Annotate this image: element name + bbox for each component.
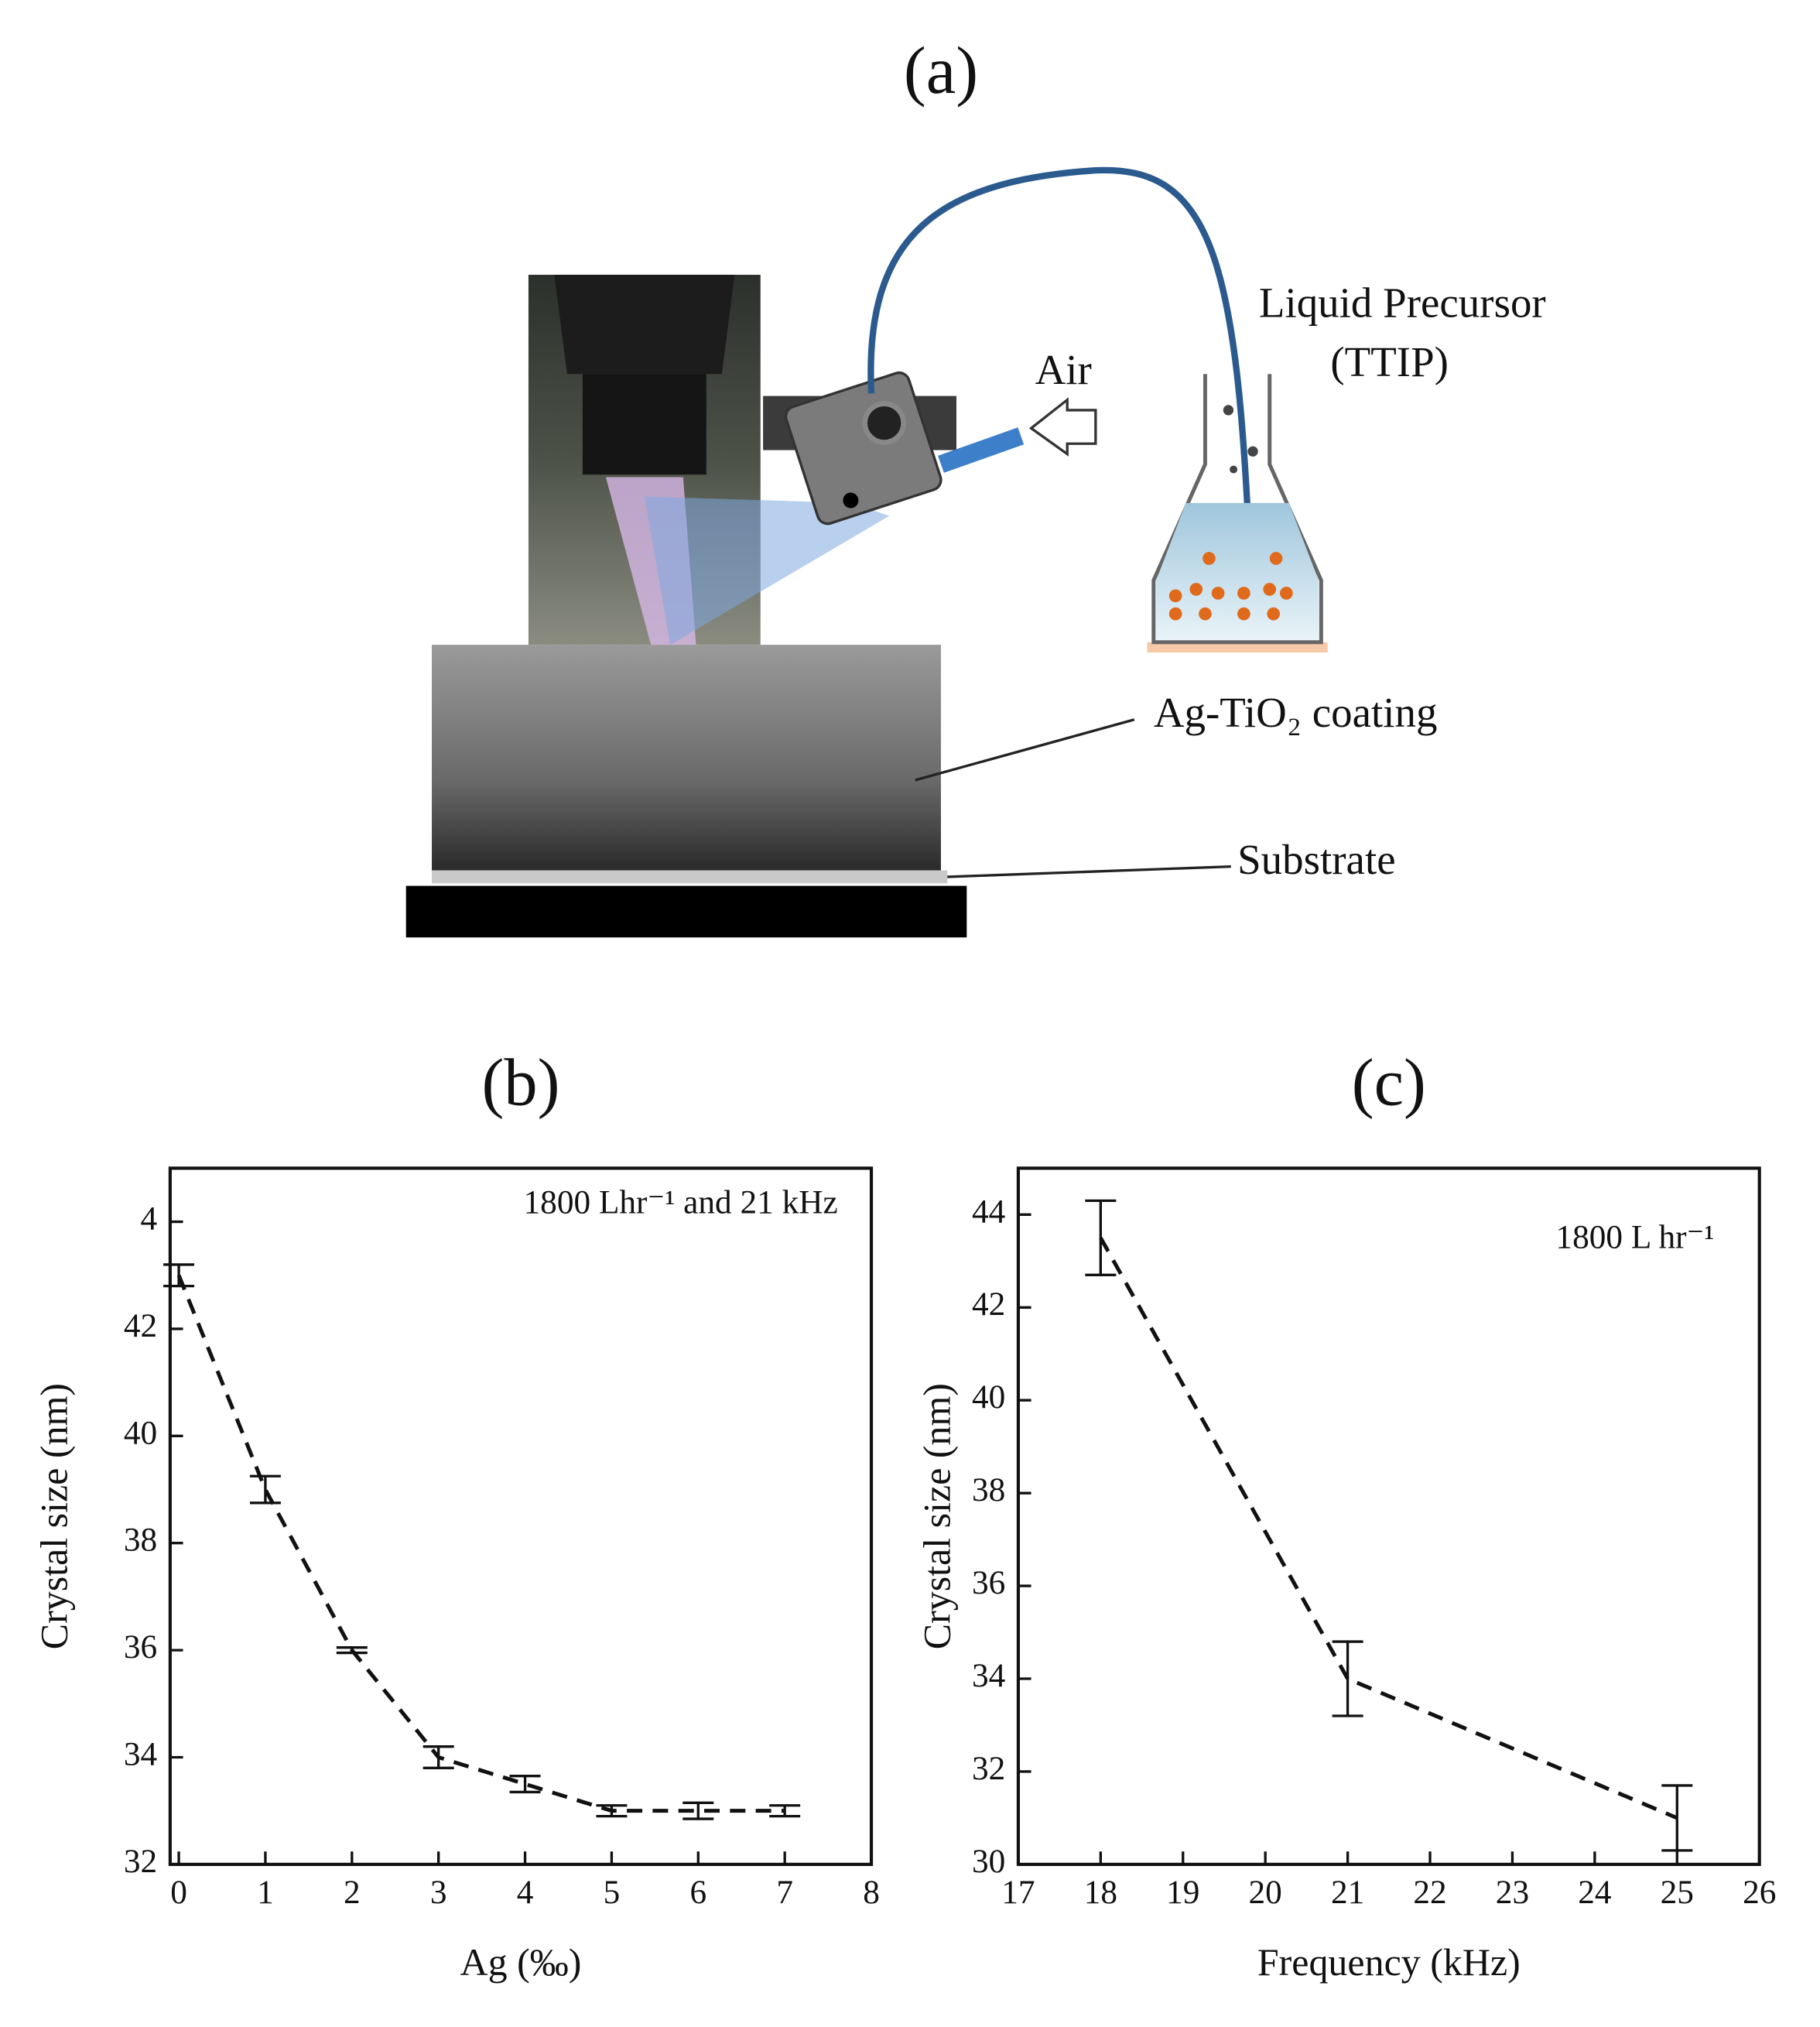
x-tick-label: 3 <box>430 1874 447 1911</box>
y-tick-label: 30 <box>972 1843 1005 1880</box>
flask <box>1151 374 1323 645</box>
air-arrow <box>1028 397 1097 457</box>
x-tick-label: 24 <box>1578 1874 1611 1911</box>
error-bar <box>422 1745 454 1769</box>
x-tick-label: 23 <box>1496 1874 1529 1911</box>
nozzle-tip <box>582 374 706 475</box>
x-tick-label: 4 <box>517 1874 534 1911</box>
annotation: 1800 Lhr⁻¹ and 21 kHz <box>524 1184 838 1221</box>
liquid <box>1156 502 1319 640</box>
x-axis-label: Frequency (kHz) <box>1257 1940 1521 1984</box>
y-tick-label: 32 <box>972 1750 1005 1787</box>
x-tick-label: 5 <box>604 1874 621 1911</box>
x-tick-label: 18 <box>1084 1874 1117 1911</box>
x-tick-label: 25 <box>1661 1874 1694 1911</box>
label: (TTIP) <box>1330 338 1449 385</box>
precursor-drops <box>1168 552 1293 621</box>
x-tick-label: 7 <box>776 1874 793 1911</box>
coating-sem <box>432 645 941 871</box>
bubbles <box>1223 405 1258 474</box>
x-axis-label: Ag (‰) <box>460 1940 582 1984</box>
panel-a-diagram: (a) Liquid Precursor (TTIP) Air Ag-TiO₂ … <box>405 33 1546 938</box>
panel-title: (a) <box>904 33 978 108</box>
substrate <box>432 870 948 884</box>
tube <box>867 166 1254 568</box>
plot-frame <box>168 1166 874 1866</box>
atomizer-outlet <box>843 492 859 508</box>
error-bar <box>249 1474 281 1505</box>
x-tick-label: 0 <box>170 1874 187 1911</box>
y-tick-label: 34 <box>124 1735 157 1772</box>
panel-title: (c) <box>1352 1046 1426 1120</box>
x-tick-label: 21 <box>1331 1874 1364 1911</box>
leader-line <box>947 865 1231 878</box>
atomizer-port <box>862 401 907 445</box>
x-tick-label: 26 <box>1743 1874 1776 1911</box>
error-bar <box>1332 1640 1363 1717</box>
x-tick-label: 17 <box>1001 1874 1035 1911</box>
data-line <box>176 1274 785 1813</box>
x-tick-label: 19 <box>1166 1874 1199 1911</box>
data-line <box>1099 1237 1678 1820</box>
error-bar <box>509 1775 541 1794</box>
error-bar <box>596 1804 628 1818</box>
y-tick-label: 42 <box>124 1307 157 1344</box>
leader-line <box>915 718 1135 782</box>
spray <box>644 496 890 645</box>
error-bar <box>163 1263 195 1288</box>
y-tick-label: 44 <box>972 1193 1005 1230</box>
error-bar <box>1661 1784 1693 1852</box>
x-tick-label: 22 <box>1413 1874 1446 1911</box>
y-tick-label: 4 <box>141 1200 158 1238</box>
y-axis-label: Crystal size (nm) <box>32 1383 75 1649</box>
y-tick-label: 36 <box>972 1564 1005 1601</box>
y-tick-label: 36 <box>124 1628 157 1666</box>
y-tick-label: 38 <box>124 1522 157 1559</box>
nozzle <box>554 275 735 375</box>
y-tick-label: 42 <box>972 1286 1005 1323</box>
annotation: 1800 L hr⁻¹ <box>1555 1219 1714 1256</box>
x-tick-label: 20 <box>1249 1874 1282 1911</box>
label: Air <box>1035 346 1092 393</box>
label: Substrate <box>1237 836 1396 883</box>
y-tick-label: 34 <box>972 1657 1005 1694</box>
x-tick-label: 2 <box>344 1874 361 1911</box>
y-tick-label: 40 <box>972 1378 1005 1416</box>
hotplate <box>1147 642 1328 653</box>
label: Ag-TiO₂ coating <box>1154 689 1438 736</box>
x-tick-label: 6 <box>689 1874 706 1911</box>
y-tick-label: 38 <box>972 1471 1005 1508</box>
error-bar <box>682 1801 714 1820</box>
y-tick-label: 32 <box>124 1843 157 1880</box>
error-bar <box>1085 1199 1117 1276</box>
y-tick-label: 40 <box>124 1414 157 1451</box>
base <box>405 885 967 938</box>
error-bar <box>336 1645 368 1655</box>
air-inlet <box>938 427 1025 473</box>
y-axis-label: Crystal size (nm) <box>915 1383 958 1649</box>
x-tick-label: 8 <box>863 1874 880 1911</box>
panel-title: (b) <box>481 1046 559 1120</box>
error-bar <box>769 1804 801 1818</box>
x-tick-label: 1 <box>257 1874 274 1911</box>
plot-frame <box>1016 1166 1761 1866</box>
label: Liquid Precursor <box>1259 279 1546 326</box>
